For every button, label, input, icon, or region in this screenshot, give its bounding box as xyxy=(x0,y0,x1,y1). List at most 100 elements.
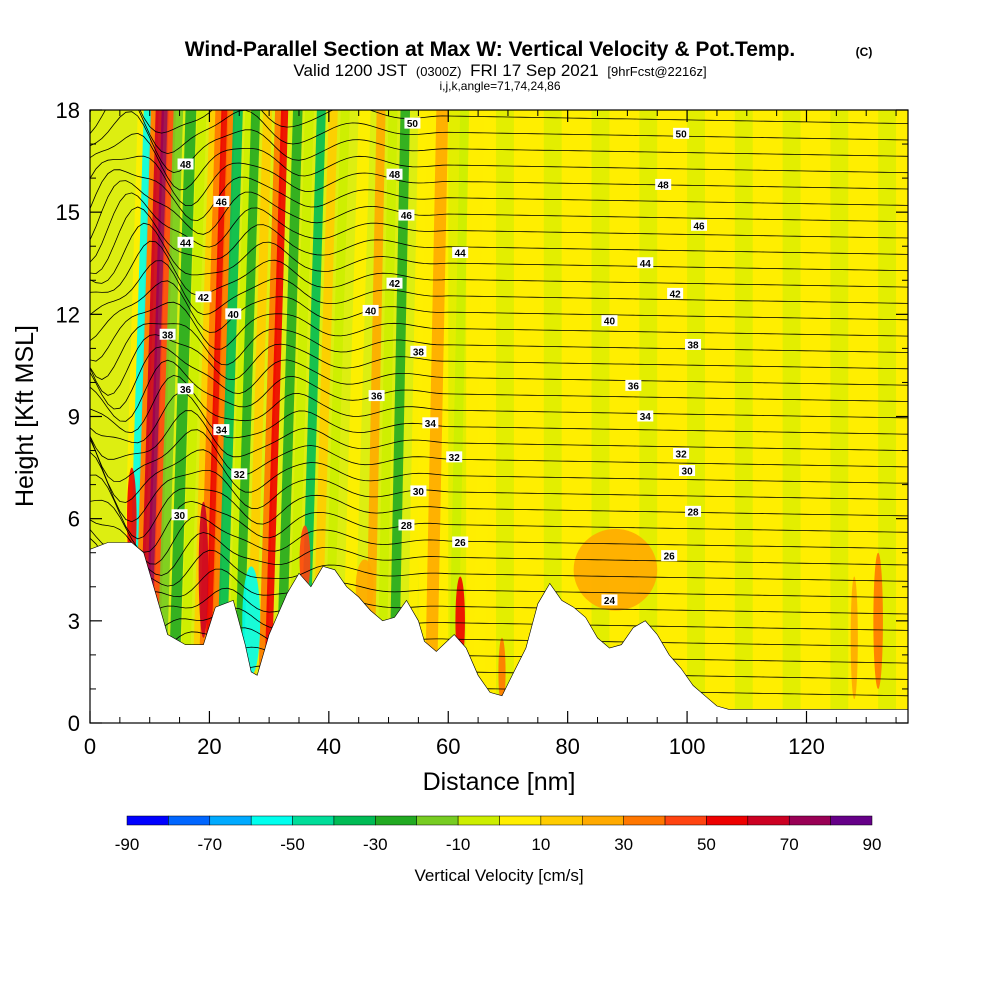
theta-label: 40 xyxy=(604,317,616,328)
colorbar-swatch xyxy=(209,815,252,826)
theta-label-bg xyxy=(404,117,421,129)
theta-label-bg xyxy=(195,291,212,303)
theta-label: 44 xyxy=(180,238,192,249)
theta-label: 50 xyxy=(407,119,419,130)
theta-label-bg xyxy=(637,410,654,422)
theta-label: 30 xyxy=(174,511,186,522)
theta-contour-line xyxy=(90,554,908,599)
theta-label-bg xyxy=(410,485,427,497)
theta-label-bg xyxy=(177,383,194,395)
theta-contour-line xyxy=(90,499,908,553)
theta-label: 42 xyxy=(670,289,682,300)
theta-contour-line xyxy=(90,169,908,222)
theta-contour-line xyxy=(90,391,908,444)
x-tick-label: 80 xyxy=(555,734,579,759)
x-tick-label: 20 xyxy=(197,734,221,759)
valid-date: FRI 17 Sep 2021 xyxy=(470,61,599,80)
chart-title: Wind-Parallel Section at Max W: Vertical… xyxy=(185,38,796,61)
theta-contour-labels: 50 50 48 48 48 46 46 46 44 44 44 42 42 42 40 40 40 38 38 38… xyxy=(159,117,708,607)
x-axis-label: Distance [nm] xyxy=(423,768,576,796)
field-cell xyxy=(573,528,658,611)
field-band-east xyxy=(734,110,753,723)
theta-contour-line xyxy=(90,110,908,155)
colorbar-tick-label: -30 xyxy=(363,835,388,854)
colorbar-label: Vertical Velocity [cm/s] xyxy=(414,866,583,885)
y-tick-label: 3 xyxy=(68,609,80,634)
field-streak xyxy=(388,110,411,723)
theta-label: 42 xyxy=(198,293,210,304)
theta-label: 40 xyxy=(365,306,377,317)
theta-contour-line xyxy=(90,155,908,206)
theta-label-bg xyxy=(177,236,194,248)
theta-label-bg xyxy=(386,277,403,289)
theta-label-bg xyxy=(446,451,463,463)
theta-label-bg xyxy=(673,127,690,139)
y-tick-label: 12 xyxy=(56,302,80,327)
theta-contour-line xyxy=(90,240,908,296)
x-tick-label: 60 xyxy=(436,734,460,759)
theta-label-bg xyxy=(637,257,654,269)
theta-label: 28 xyxy=(401,521,413,532)
theta-label: 46 xyxy=(693,221,705,232)
theta-label: 42 xyxy=(389,279,401,290)
theta-contour-line xyxy=(90,222,908,284)
colorbar: -90 -70 -50 -30 -10 10 30 50 70 90 xyxy=(115,815,881,854)
theta-label: 26 xyxy=(664,552,676,563)
colorbar-swatch xyxy=(499,815,542,826)
theta-contour-line xyxy=(90,301,908,362)
colorbar-tick-label: 70 xyxy=(780,835,799,854)
theta-contour-line xyxy=(90,260,908,316)
field-cell xyxy=(198,501,209,638)
theta-label-bg xyxy=(398,519,415,531)
theta-label: 46 xyxy=(216,197,228,208)
colorbar-swatch xyxy=(664,815,707,826)
theta-contour-line xyxy=(90,346,908,410)
colorbar-tick-label: 10 xyxy=(531,835,550,854)
valid-utc: (0300Z) xyxy=(416,64,462,79)
field-streak xyxy=(472,110,497,723)
theta-label-bg xyxy=(661,550,678,562)
y-tick-label: 6 xyxy=(68,507,80,532)
field-streak xyxy=(167,110,197,723)
y-tick-label: 9 xyxy=(68,405,80,430)
theta-label-bg xyxy=(398,209,415,221)
theta-contour-line xyxy=(90,206,908,275)
theta-label-bg xyxy=(679,464,696,476)
x-tick-label: 100 xyxy=(669,734,706,759)
theta-label-bg xyxy=(368,390,385,402)
theta-label: 38 xyxy=(413,347,425,358)
theta-contour-line xyxy=(90,537,908,587)
colorbar-tick-label: 50 xyxy=(697,835,716,854)
theta-label-bg xyxy=(601,315,618,327)
field-streak xyxy=(203,110,229,723)
theta-label-bg xyxy=(410,345,427,357)
theta-contour-line xyxy=(90,438,908,503)
theta-label: 48 xyxy=(658,180,670,191)
theta-contour-line xyxy=(90,192,908,263)
theta-label-bg xyxy=(177,158,194,170)
field-cell xyxy=(873,552,883,689)
theta-contour-line xyxy=(90,180,908,241)
theta-label: 36 xyxy=(180,385,192,396)
theta-label: 28 xyxy=(687,507,699,518)
theta-label: 50 xyxy=(676,129,688,140)
theta-label-bg xyxy=(452,247,469,259)
field-streak xyxy=(263,110,289,723)
theta-contour-line xyxy=(90,110,908,134)
colorbar-tick-label: -90 xyxy=(115,835,140,854)
theta-label: 34 xyxy=(216,426,228,437)
theta-label-bg xyxy=(171,509,188,521)
x-tick-label: 120 xyxy=(788,734,825,759)
theta-contour-line xyxy=(90,410,908,460)
field-streak xyxy=(233,110,261,723)
theta-contour-line xyxy=(90,515,908,565)
theta-label: 24 xyxy=(604,596,616,607)
colorbar-swatch xyxy=(168,815,211,826)
theta-label: 48 xyxy=(389,170,401,181)
theta-contour-line xyxy=(90,451,908,523)
x-tick-label: 0 xyxy=(84,734,96,759)
theta-contour-line xyxy=(90,429,908,482)
colorbar-swatch xyxy=(582,815,624,826)
